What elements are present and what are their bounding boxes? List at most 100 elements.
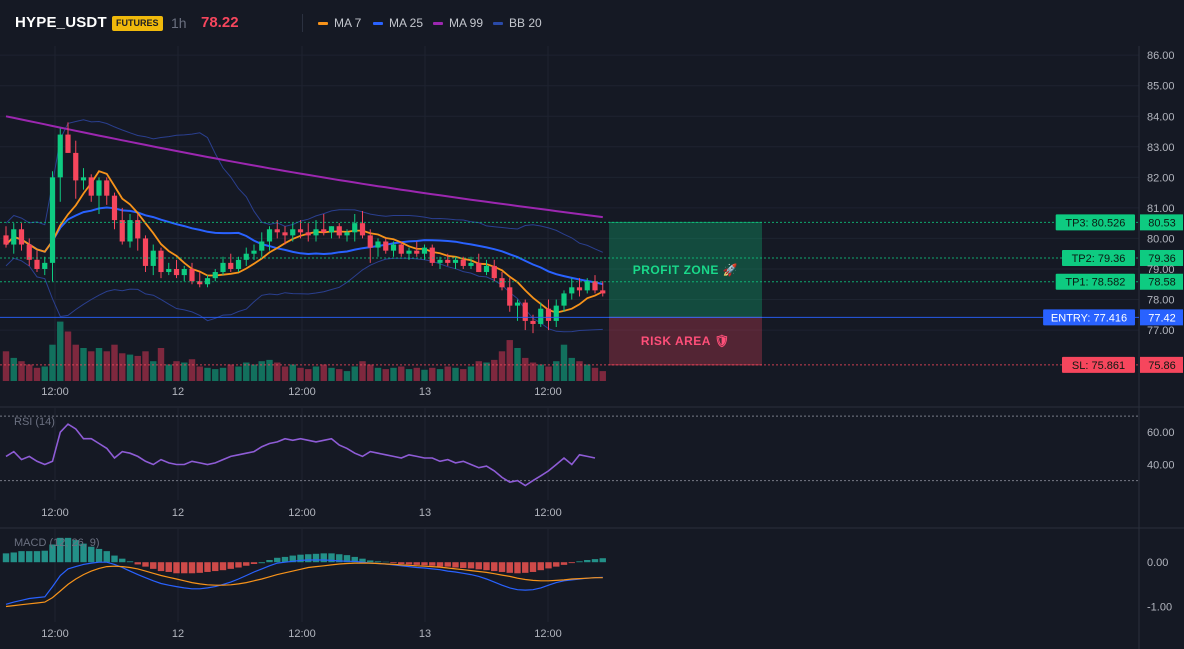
volume-bar — [475, 361, 482, 381]
macd-histogram-bar — [33, 551, 41, 563]
time-tick-label: 12:00 — [41, 386, 69, 398]
macd-histogram-bar — [537, 562, 544, 571]
price-tick-label: 77.00 — [1147, 325, 1175, 337]
macd-histogram-bar — [560, 562, 568, 565]
volume-bar — [281, 366, 289, 381]
ma7-swatch — [318, 22, 328, 26]
volume-bar — [467, 366, 475, 381]
candle-body — [553, 305, 559, 321]
candle-body — [390, 244, 397, 251]
volume-bar — [227, 364, 234, 381]
volume-bar — [274, 362, 281, 381]
candle-body — [220, 262, 226, 273]
volume-bar — [181, 362, 188, 381]
price-tick-label: 79.00 — [1147, 264, 1175, 276]
volume-bar — [429, 367, 436, 381]
volume-bar — [18, 361, 25, 381]
time-tick-label: 12 — [172, 386, 184, 398]
volume-bar — [413, 367, 420, 381]
candle-body — [452, 259, 459, 263]
macd-histogram-bar — [119, 558, 126, 563]
time-tick-label: 12:00 — [288, 507, 316, 519]
legend-ma7[interactable]: MA 7 — [318, 16, 361, 30]
macd-histogram-bar — [243, 562, 250, 566]
macd-line — [5, 559, 603, 605]
macd-histogram-bar — [498, 562, 506, 572]
macd-histogram-bar — [10, 552, 17, 563]
macd-histogram-bar — [274, 557, 281, 563]
candle-body — [584, 281, 590, 291]
price-tick-label: 81.00 — [1147, 203, 1175, 215]
macd-histogram-bar — [328, 553, 335, 563]
volume-bar — [289, 364, 296, 381]
axis-price-tag-text: 79.36 — [1148, 253, 1176, 265]
macd-histogram-bar — [289, 555, 296, 563]
macd-histogram-bar — [336, 554, 343, 563]
candle-body — [88, 177, 94, 196]
volume-bar — [126, 354, 134, 381]
candle-body — [600, 290, 606, 294]
legend-ma25-label: MA 25 — [389, 16, 424, 30]
macd-histogram-bar — [57, 537, 64, 563]
macd-tick-label: 0.00 — [1147, 557, 1168, 569]
macd-histogram-bar — [483, 562, 490, 571]
volume-bar — [436, 369, 444, 381]
candle-body — [398, 244, 404, 254]
macd-histogram-bar — [258, 562, 265, 564]
level-label: TP2: 79.36 — [1072, 253, 1126, 265]
volume-bar — [57, 321, 64, 381]
candle-body — [406, 250, 412, 254]
axis-price-tag-text: 80.53 — [1148, 217, 1176, 229]
candle-body — [352, 223, 358, 233]
volume-bar — [452, 367, 459, 381]
candle-body — [514, 302, 521, 306]
ma25-swatch — [373, 22, 383, 26]
candle-body — [49, 177, 56, 263]
level-label-bg — [1043, 309, 1135, 326]
volume-bar — [367, 364, 374, 381]
volume-bar — [522, 357, 529, 381]
candle-body — [266, 229, 273, 242]
macd-histogram-bar — [312, 553, 320, 563]
macd-histogram-bar — [305, 554, 312, 563]
macd-histogram-bar — [297, 554, 304, 563]
axis-price-tag-text: 78.58 — [1148, 277, 1176, 289]
rsi-line — [5, 423, 596, 487]
candle-body — [429, 247, 435, 263]
macd-histogram-bar — [49, 544, 56, 563]
last-price: 78.22 — [201, 14, 239, 31]
axis-price-tag — [1140, 214, 1183, 231]
symbol-name[interactable]: HYPE_USDT — [15, 14, 107, 31]
time-tick-label: 12:00 — [41, 507, 69, 519]
price-tick-label: 85.00 — [1147, 81, 1175, 93]
candle-body — [336, 226, 342, 236]
macd-histogram-bar — [64, 537, 72, 563]
macd-pane: MACD (12, 26, 9) 0.00 -1.00 — [2, 537, 1172, 614]
macd-histogram-bar — [591, 559, 599, 563]
macd-histogram-bar — [150, 562, 157, 569]
macd-histogram-bar — [584, 560, 591, 563]
candle-body — [111, 195, 118, 221]
candle-body — [104, 180, 110, 196]
time-tick-label: 12 — [172, 507, 184, 519]
volume-bar — [134, 355, 141, 381]
candle-body — [158, 250, 164, 273]
legend-ma99[interactable]: MA 99 — [433, 16, 483, 30]
legend-bb20[interactable]: BB 20 — [493, 16, 542, 30]
volume-bar — [305, 369, 312, 381]
zone-layer: PROFIT ZONE 🚀 RISK AREA 🛡 — [609, 221, 762, 366]
candle-body — [274, 229, 280, 233]
legend-ma25[interactable]: MA 25 — [373, 16, 423, 30]
volume-bar — [119, 353, 126, 381]
volume-bar — [576, 361, 583, 381]
candle-body — [483, 265, 490, 273]
candle-body — [569, 287, 575, 294]
volume-bar — [173, 361, 180, 381]
macd-histogram-bar — [142, 562, 149, 567]
volume-bar — [599, 371, 606, 381]
volume-bar — [591, 367, 599, 381]
candle-body — [11, 229, 17, 245]
candle-body — [507, 287, 513, 306]
interval-selector[interactable]: 1h — [171, 15, 187, 31]
